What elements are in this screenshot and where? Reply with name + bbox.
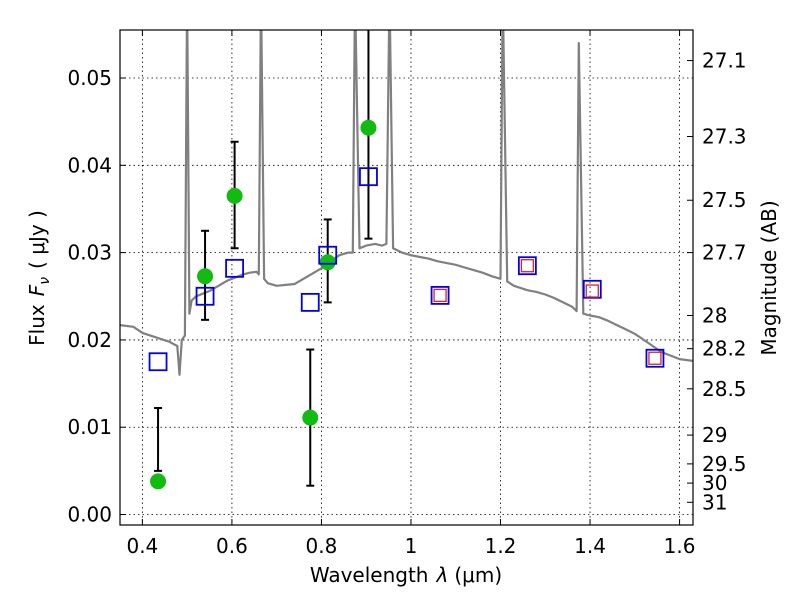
x-axis-title: Wavelength λ (μm) [310, 563, 502, 587]
y-tick-labels: 0.00 0.01 0.02 0.03 0.04 0.05 [67, 66, 112, 527]
plot-area [120, 30, 693, 490]
y-axis-symbol: F [25, 284, 49, 296]
y2-tick-label: 29.5 [702, 452, 747, 476]
y2-tick-label: 27.1 [702, 49, 747, 73]
observed-point [302, 409, 319, 426]
y2-tick-label: 30 [702, 471, 727, 495]
model-point [318, 245, 338, 265]
x-axis-units: (μm) [454, 563, 502, 587]
predicted-point [648, 351, 662, 365]
predicted-point [520, 259, 535, 273]
observed-point [197, 268, 214, 285]
x-axis-label-text: Wavelength [310, 563, 429, 587]
x-tick-label: 0.4 [126, 534, 158, 558]
y-tick-label: 0.05 [67, 66, 112, 90]
x-tick-label: 1.2 [485, 534, 517, 558]
x-axis-symbol: λ [436, 563, 449, 587]
axis-ticks [120, 30, 693, 525]
spectrum-line [120, 30, 693, 376]
y-axis-title: Flux Fν ( μJy ) [25, 210, 53, 346]
observed-point [319, 254, 336, 271]
model-point [645, 348, 665, 368]
y2-tick-label: 27.5 [702, 188, 747, 212]
x-tick-label: 0.6 [216, 534, 248, 558]
model-point [300, 292, 320, 312]
predicted-point [433, 288, 447, 303]
model-point [225, 258, 245, 278]
y-tick-label: 0.02 [67, 328, 112, 352]
model-point [582, 279, 602, 299]
plot-frame [119, 29, 694, 526]
x-tick-label: 1 [405, 534, 418, 558]
spectrum-layer [120, 30, 693, 376]
model-point [195, 286, 215, 306]
y-axis-subscript: ν [37, 277, 53, 285]
y-tick-label: 0.01 [67, 415, 112, 439]
y2-tick-label: 28.5 [702, 377, 747, 401]
y2-tick-label: 28.2 [702, 337, 747, 361]
y2-tick-label: 27.7 [702, 241, 747, 265]
y-tick-label: 0.00 [67, 503, 112, 527]
y2-tick-label: 29 [702, 423, 727, 447]
y2-tick-label: 28 [702, 303, 727, 327]
x-tick-label: 1.6 [664, 534, 696, 558]
observed-point [226, 187, 243, 204]
x-tick-label: 0.8 [306, 534, 338, 558]
x-tick-label: 1.4 [574, 534, 606, 558]
x-tick-labels: 0.4 0.6 0.8 1 1.2 1.4 1.6 [126, 534, 695, 558]
y2-axis-title: Magnitude (AB) [757, 200, 781, 355]
y-tick-label: 0.03 [67, 241, 112, 265]
y-axis-units: ( μJy ) [25, 210, 49, 269]
predicted-point [585, 284, 599, 298]
model-point [430, 285, 450, 305]
observed-point [150, 473, 167, 490]
model-point [148, 352, 168, 372]
y-tick-label: 0.04 [67, 153, 112, 177]
model-point [359, 167, 378, 187]
y2-tick-label: 31 [702, 490, 727, 514]
y-axis-label-text: Flux [25, 304, 49, 346]
observed-point [360, 119, 377, 136]
y2-tick-label: 27.3 [702, 125, 747, 149]
model-point [517, 256, 537, 276]
markers [148, 119, 665, 490]
